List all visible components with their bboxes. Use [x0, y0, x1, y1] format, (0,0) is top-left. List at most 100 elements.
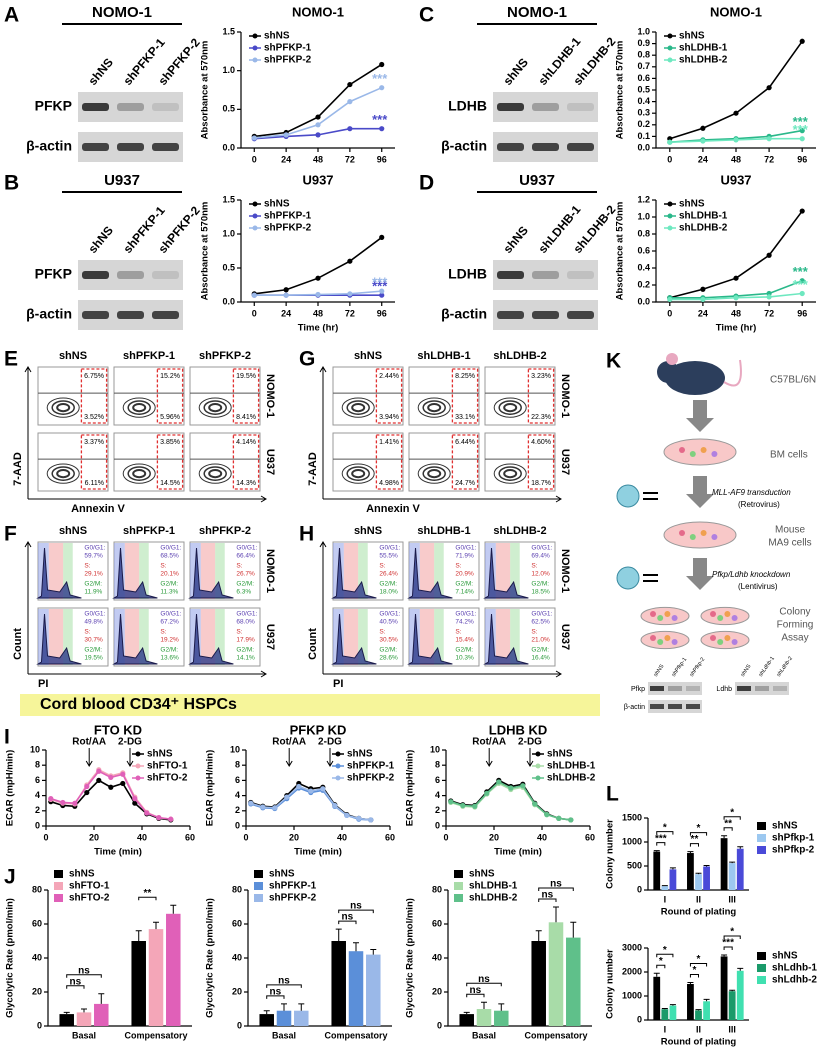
legend-swatch [454, 882, 463, 890]
cell [700, 530, 707, 536]
error-bar [669, 867, 676, 870]
y-tick-label: 0.1 [637, 131, 650, 141]
y-axis-label: Absorbance at 570nm [615, 202, 626, 301]
data-point [156, 815, 162, 821]
histogram [483, 613, 529, 665]
phase-label: S: [531, 563, 537, 570]
error-bar [695, 872, 702, 875]
y-axis-label: Colony number [605, 819, 616, 889]
data-point [296, 783, 302, 790]
phase-value: 16.4% [531, 655, 550, 662]
y-tick-label: 4 [435, 790, 440, 800]
y-axis-arrow [24, 366, 32, 499]
data-point [799, 128, 805, 134]
percent-label: 4.60% [531, 439, 551, 446]
annotation-arrow [126, 748, 134, 767]
legend-marker [667, 45, 673, 51]
x-axis-label: Round of plating [661, 907, 737, 918]
blot-band [497, 271, 524, 279]
error-bar [721, 835, 728, 839]
row-label: NOMO-1 [559, 549, 571, 593]
bar [566, 937, 581, 1026]
dish [663, 521, 737, 549]
data-point [556, 815, 562, 822]
legend-label: shNS [772, 951, 798, 962]
phase-value: 15.4% [455, 637, 474, 644]
y-tick-label: 0 [637, 1014, 642, 1024]
legend-label: shPFKP-2 [264, 223, 312, 234]
annotation: 2-DG [318, 737, 342, 748]
x-tick-label: 24 [281, 308, 291, 318]
legend-marker [252, 57, 258, 63]
error-bar [729, 861, 736, 864]
histogram [331, 547, 377, 599]
data-point [347, 258, 353, 264]
blot-band [152, 143, 179, 151]
x-tick-label: 60 [385, 832, 395, 842]
significance-label: * [663, 822, 667, 833]
legend-label: shLDHB-1 [469, 881, 518, 892]
x-tick-label: 40 [337, 832, 347, 842]
x-tick-label: 40 [537, 832, 547, 842]
y-tick-label: 6 [435, 775, 440, 785]
significance-bracket [689, 832, 708, 836]
blot-band [686, 704, 700, 709]
blot-band [152, 271, 179, 279]
bar [695, 874, 702, 890]
y-tick-label: 0.7 [637, 61, 650, 71]
x-tick-label: 96 [797, 308, 807, 318]
contour [498, 466, 522, 481]
y-tick-label: 80 [432, 884, 442, 894]
legend-label: shNS [469, 869, 495, 880]
percent-label: 3.94% [379, 414, 399, 421]
contour [56, 469, 71, 479]
contour [127, 400, 151, 415]
significance-label: ns [270, 987, 282, 998]
column-label: shLDHB-2 [493, 525, 546, 537]
blot-band [82, 311, 109, 319]
phase-value: 14.1% [236, 655, 255, 662]
panel-label: E [4, 348, 18, 371]
contour [417, 397, 451, 418]
blot-band [668, 704, 682, 709]
data-point [700, 296, 706, 303]
percent-label: 3.23% [531, 373, 551, 380]
histogram [407, 547, 453, 599]
data-point [347, 81, 353, 88]
legend-label: shNS [347, 749, 373, 760]
cell [657, 639, 664, 645]
legend-marker [535, 763, 541, 769]
y-tick-label: 0 [37, 1020, 42, 1030]
column-label: shPFKP-2 [199, 350, 251, 362]
x-axis-label: Time (hr) [716, 323, 756, 334]
y-tick-label: 0 [637, 884, 642, 894]
dish [640, 606, 690, 626]
histogram [188, 613, 234, 665]
panel-label: L [606, 783, 619, 806]
phase-label: S: [531, 629, 537, 636]
y-tick-label: 80 [232, 884, 242, 894]
chart-title: U937 [302, 172, 333, 187]
x-tick-label: 72 [764, 308, 774, 318]
data-point [84, 789, 90, 796]
y-tick-label: 60 [32, 918, 42, 928]
blot-band [117, 271, 144, 279]
panel-label: F [4, 523, 17, 546]
phase-value: 69.4% [531, 553, 550, 560]
bar [276, 1010, 292, 1026]
phase-band [510, 609, 520, 665]
percent-label: 22.3% [531, 414, 551, 421]
bar [94, 1003, 109, 1026]
data-point [496, 779, 502, 785]
y-axis-label: Glycolytic Rate (pmol/min) [205, 898, 216, 1018]
x-tick-label: 96 [797, 154, 807, 164]
blot-band [532, 311, 559, 319]
phase-label: G2/M: [160, 647, 178, 654]
y-tick-label: 0 [237, 1020, 242, 1030]
data-point [168, 816, 174, 822]
contour [417, 463, 451, 484]
legend-label: shNS [264, 199, 290, 210]
bar [661, 886, 669, 890]
phase-value: 66.4% [236, 553, 255, 560]
legend-label: shFTO-1 [147, 761, 188, 772]
